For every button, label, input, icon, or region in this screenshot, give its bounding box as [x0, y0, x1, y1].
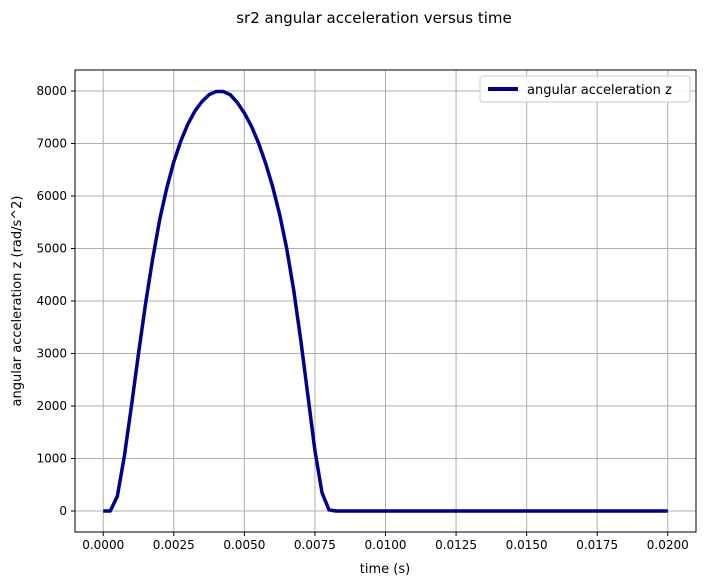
x-tick-label: 0.0150 — [506, 538, 548, 552]
grid — [75, 70, 696, 532]
x-axis-label: time (s) — [360, 562, 410, 577]
legend: angular acceleration z — [479, 75, 691, 103]
x-tick-label: 0.0175 — [576, 538, 618, 552]
plot-frame — [74, 69, 697, 533]
x-tick-label: 0.0000 — [82, 538, 124, 552]
y-tick-label: 5000 — [36, 242, 67, 256]
y-tick-label: 1000 — [36, 452, 67, 466]
y-tick-label: 8000 — [36, 84, 67, 98]
x-tick-label: 0.0125 — [435, 538, 477, 552]
y-tick-label: 4000 — [36, 294, 67, 308]
axis-ticks: 0.0000 0.0025 0.0050 0.0075 0.0100 0.0125 0.01… — [36, 84, 688, 552]
y-axis-label: angular acceleration z (rad/s^2) — [10, 196, 25, 407]
y-tick-label: 0 — [59, 504, 67, 518]
y-tick-label: 3000 — [36, 347, 67, 361]
y-tick-label: 7000 — [36, 137, 67, 151]
series-line-angular-acceleration-z — [103, 89, 668, 513]
legend-label: angular acceleration z — [527, 83, 672, 98]
y-tick-label: 2000 — [36, 399, 67, 413]
x-tick-label: 0.0025 — [153, 538, 195, 552]
legend-box — [479, 75, 691, 103]
chart-title: sr2 angular acceleration versus time — [236, 9, 512, 27]
x-tick-label: 0.0075 — [294, 538, 336, 552]
y-tick-label: 6000 — [36, 189, 67, 203]
series-layer — [103, 89, 668, 513]
x-tick-label: 0.0050 — [223, 538, 265, 552]
x-tick-label: 0.0100 — [365, 538, 407, 552]
x-tick-label: 0.0200 — [647, 538, 689, 552]
